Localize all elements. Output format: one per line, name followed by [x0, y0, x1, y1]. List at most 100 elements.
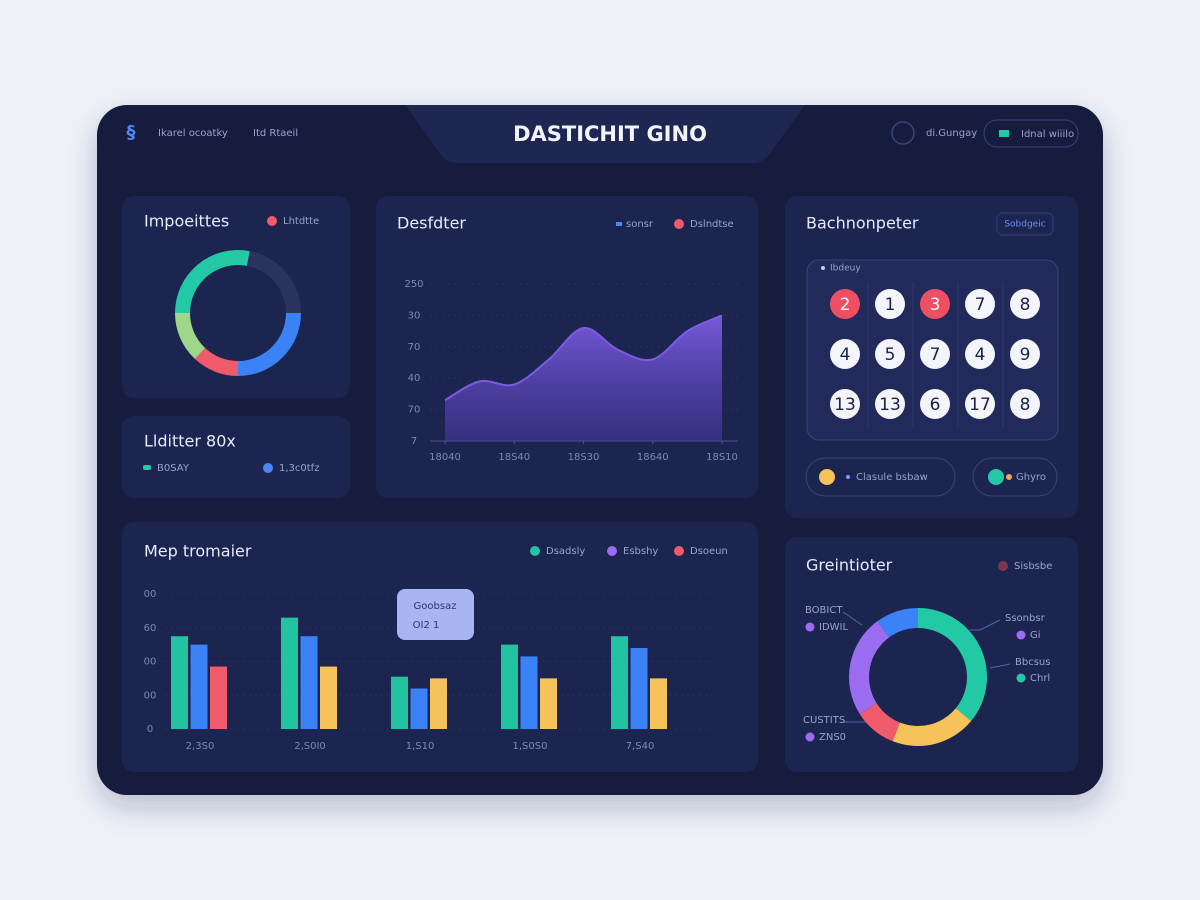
donut-segment: [175, 250, 250, 313]
card: [785, 537, 1078, 772]
number-ball: [830, 289, 860, 319]
number-label: 7: [975, 295, 986, 315]
legend-swatch: [143, 465, 151, 470]
badge: [996, 212, 1054, 236]
legend-label: Dsadsly: [546, 546, 585, 557]
number-ball: [965, 339, 995, 369]
tooltip-value: OI2 1: [413, 620, 440, 631]
pill-dot: [988, 469, 1004, 485]
callout-value: Chrl: [1030, 673, 1050, 684]
callout-title: Bbcsus: [1015, 657, 1050, 668]
x-tick-label: 2,S0I0: [294, 741, 326, 752]
callout-title: CUSTITS: [803, 715, 845, 726]
user-icon: [891, 121, 915, 145]
donut-segment: [918, 608, 988, 721]
y-tick-label: 00: [144, 589, 157, 600]
y-tick-label: 60: [144, 623, 157, 634]
pill[interactable]: [972, 457, 1058, 497]
card-title: Bachnonpeter: [806, 214, 919, 233]
bar: [430, 678, 447, 729]
legend-label: Lhtdtte: [283, 216, 319, 227]
x-tick-label: 1,S10: [406, 741, 435, 752]
bar: [520, 656, 538, 729]
callout-title: Ssonbsr: [1005, 613, 1046, 624]
legend-dot: [607, 546, 617, 556]
legend-dot: [674, 546, 684, 556]
legend-dot: [530, 546, 540, 556]
bar: [650, 678, 667, 729]
stat-label: 1,3c0tfz: [279, 463, 319, 474]
card: [122, 196, 350, 398]
tooltip: [397, 589, 474, 640]
tooltip-title: Goobsaz: [414, 601, 457, 612]
x-tick-label: 18S40: [498, 452, 530, 463]
pill-label: Ghyro: [1016, 472, 1046, 483]
legend-label: Sisbsbe: [1014, 561, 1052, 572]
x-tick-label: 1,S0S0: [513, 741, 548, 752]
number-ball: [1010, 339, 1040, 369]
badge-label: Sobdgeic: [1004, 220, 1045, 230]
y-tick-label: 0: [147, 724, 153, 735]
card: [122, 416, 350, 498]
number-ball: [875, 339, 905, 369]
y-tick-label: 250: [404, 279, 423, 290]
y-tick-label: 7: [411, 436, 417, 447]
legend-label: Esbshy: [623, 546, 658, 557]
pill-label: Clasule bsbaw: [856, 472, 928, 483]
number-label: 2: [840, 295, 851, 315]
number-ball: [875, 389, 905, 419]
header-button[interactable]: [983, 119, 1079, 148]
legend-swatch: [616, 222, 622, 226]
callout-value: Gi: [1030, 630, 1041, 641]
bar: [410, 688, 428, 729]
card-title: Mep tromaier: [144, 542, 252, 561]
card-title: Desfdter: [397, 214, 466, 233]
legend-dot: [998, 561, 1008, 571]
x-tick-label: 7,S40: [626, 741, 655, 752]
board-label: Ibdeuy: [830, 264, 861, 274]
donut-segment: [859, 703, 900, 742]
nav-link[interactable]: Itd Rtaeil: [253, 128, 298, 139]
legend-dot: [267, 216, 277, 226]
number-label: 6: [930, 395, 941, 415]
donut-segment: [849, 621, 890, 714]
bar: [611, 636, 628, 729]
donut-segment: [194, 347, 238, 376]
number-label: 9: [1020, 345, 1031, 365]
bar: [210, 666, 227, 729]
number-label: 4: [975, 345, 986, 365]
number-ball: [965, 389, 995, 419]
y-tick-label: 70: [408, 342, 421, 353]
bar: [171, 636, 188, 729]
callout-title: BOBICT: [805, 605, 843, 616]
pill[interactable]: [805, 457, 956, 497]
leader-line: [968, 619, 1001, 631]
number-label: 7: [930, 345, 941, 365]
number-ball: [875, 289, 905, 319]
board-dot: [821, 266, 825, 270]
number-ball: [920, 289, 950, 319]
callout-dot: [1016, 630, 1026, 640]
number-ball: [1010, 289, 1040, 319]
number-ball: [1010, 389, 1040, 419]
donut-segment: [175, 313, 206, 359]
number-label: 13: [834, 395, 856, 415]
callout-dot: [1016, 673, 1026, 683]
number-label: 17: [969, 395, 991, 415]
bar: [281, 617, 298, 729]
button-label[interactable]: Idnal wiiilo: [1021, 129, 1074, 140]
y-tick-label: 40: [408, 373, 421, 384]
donut-segment: [246, 251, 301, 313]
y-tick-label: 00: [144, 657, 157, 668]
bar: [501, 644, 518, 729]
number-ball: [920, 339, 950, 369]
logo-text: Ikarel ocoatky: [158, 128, 228, 139]
x-tick-label: 18640: [637, 452, 669, 463]
y-tick-label: 70: [408, 405, 421, 416]
bar: [300, 636, 318, 729]
legend-label: Dsoeun: [690, 546, 728, 557]
callout-value: IDWIL: [819, 622, 848, 633]
pill-dot: [846, 475, 850, 479]
donut-segment: [877, 608, 918, 638]
